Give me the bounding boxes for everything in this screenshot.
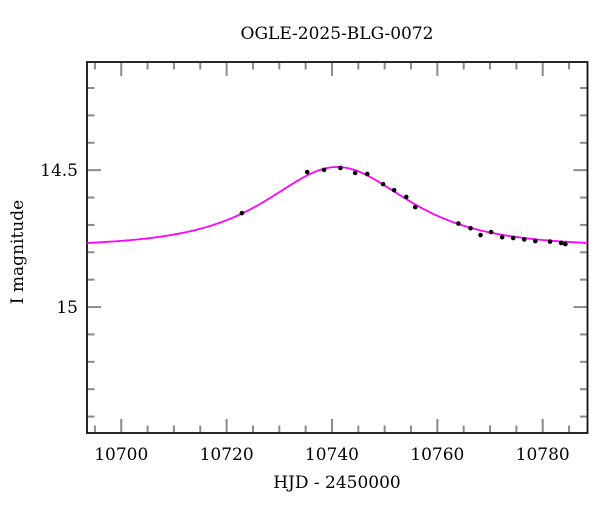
chart-title: OGLE-2025-BLG-0072 xyxy=(240,24,434,44)
data-point xyxy=(456,221,461,226)
tick-labels: 10700 10720 10740 10760 10780 14.5 15 xyxy=(40,161,570,465)
axis-ticks xyxy=(88,63,587,432)
model-curve xyxy=(86,166,588,244)
data-point xyxy=(499,234,505,240)
data-point xyxy=(412,204,418,210)
x-tick-label: 10720 xyxy=(200,445,254,465)
data-point xyxy=(547,239,553,244)
data-point xyxy=(304,169,310,175)
data-point xyxy=(563,241,568,247)
data-point xyxy=(364,171,370,177)
x-axis-label: HJD - 2450000 xyxy=(273,473,401,493)
data-point xyxy=(478,232,483,238)
data-point xyxy=(468,225,473,231)
x-tick-label: 10760 xyxy=(410,445,464,465)
x-tick-label: 10700 xyxy=(94,445,148,465)
data-point xyxy=(533,238,538,244)
y-axis-label: I magnitude xyxy=(8,199,28,305)
data-point xyxy=(403,194,409,200)
data-point xyxy=(510,235,516,241)
data-point xyxy=(521,237,527,242)
x-tick-label: 10740 xyxy=(305,445,359,465)
data-point xyxy=(488,229,494,235)
data-point xyxy=(391,187,397,193)
x-tick-label: 10780 xyxy=(516,445,570,465)
plot-frame xyxy=(86,61,589,434)
data-point xyxy=(321,167,327,173)
data-points xyxy=(239,165,568,247)
data-point xyxy=(558,240,564,246)
y-tick-label: 14.5 xyxy=(40,161,78,181)
y-tick-label: 15 xyxy=(56,298,78,318)
data-point xyxy=(239,210,245,216)
data-point xyxy=(338,165,343,171)
data-point xyxy=(380,181,386,187)
data-point xyxy=(352,170,358,176)
